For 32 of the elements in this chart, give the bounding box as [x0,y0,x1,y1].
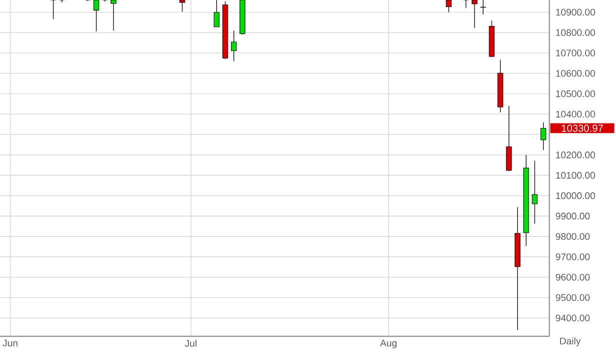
candlestick [230,30,237,62]
y-tick-label: 10000.00 [556,192,596,200]
y-tick-label: 9900.00 [556,212,590,220]
y-tick-label: 9700.00 [556,253,590,260]
y-tick-label: 10100.00 [556,172,596,179]
candlestick [506,106,512,172]
y-tick-label: 9800.00 [556,233,590,240]
candlestick [214,0,220,28]
x-tick-label: Jun [2,340,18,346]
text: 10330.97 [562,124,603,132]
y-tick-label: 9500.00 [556,294,590,301]
candlestick [110,0,116,31]
x-tick-label: Aug [380,340,397,348]
y-tick-label: 10900.00 [556,8,596,16]
text: Daily [560,337,581,346]
candlestick [50,0,56,20]
x-tick-label: Jul [184,340,196,347]
y-tick-label: 10400.00 [556,110,596,118]
candlestick [93,0,100,32]
candlestick [532,160,538,224]
y-tick-label: 10600.00 [556,70,596,77]
candlestick [540,122,546,151]
y-tick-label: 9400.00 [556,314,590,322]
y-tick-label: 9600.00 [556,274,590,281]
y-tick-label: 10800.00 [556,29,596,36]
candlestick [446,0,452,13]
y-tick-label: 10500.00 [556,90,596,98]
candlestick [179,0,186,12]
candlestick [463,0,469,8]
y-tick-label: 10700.00 [556,50,596,56]
y-tick-label: 10200.00 [556,152,596,158]
candlestick [472,0,478,28]
